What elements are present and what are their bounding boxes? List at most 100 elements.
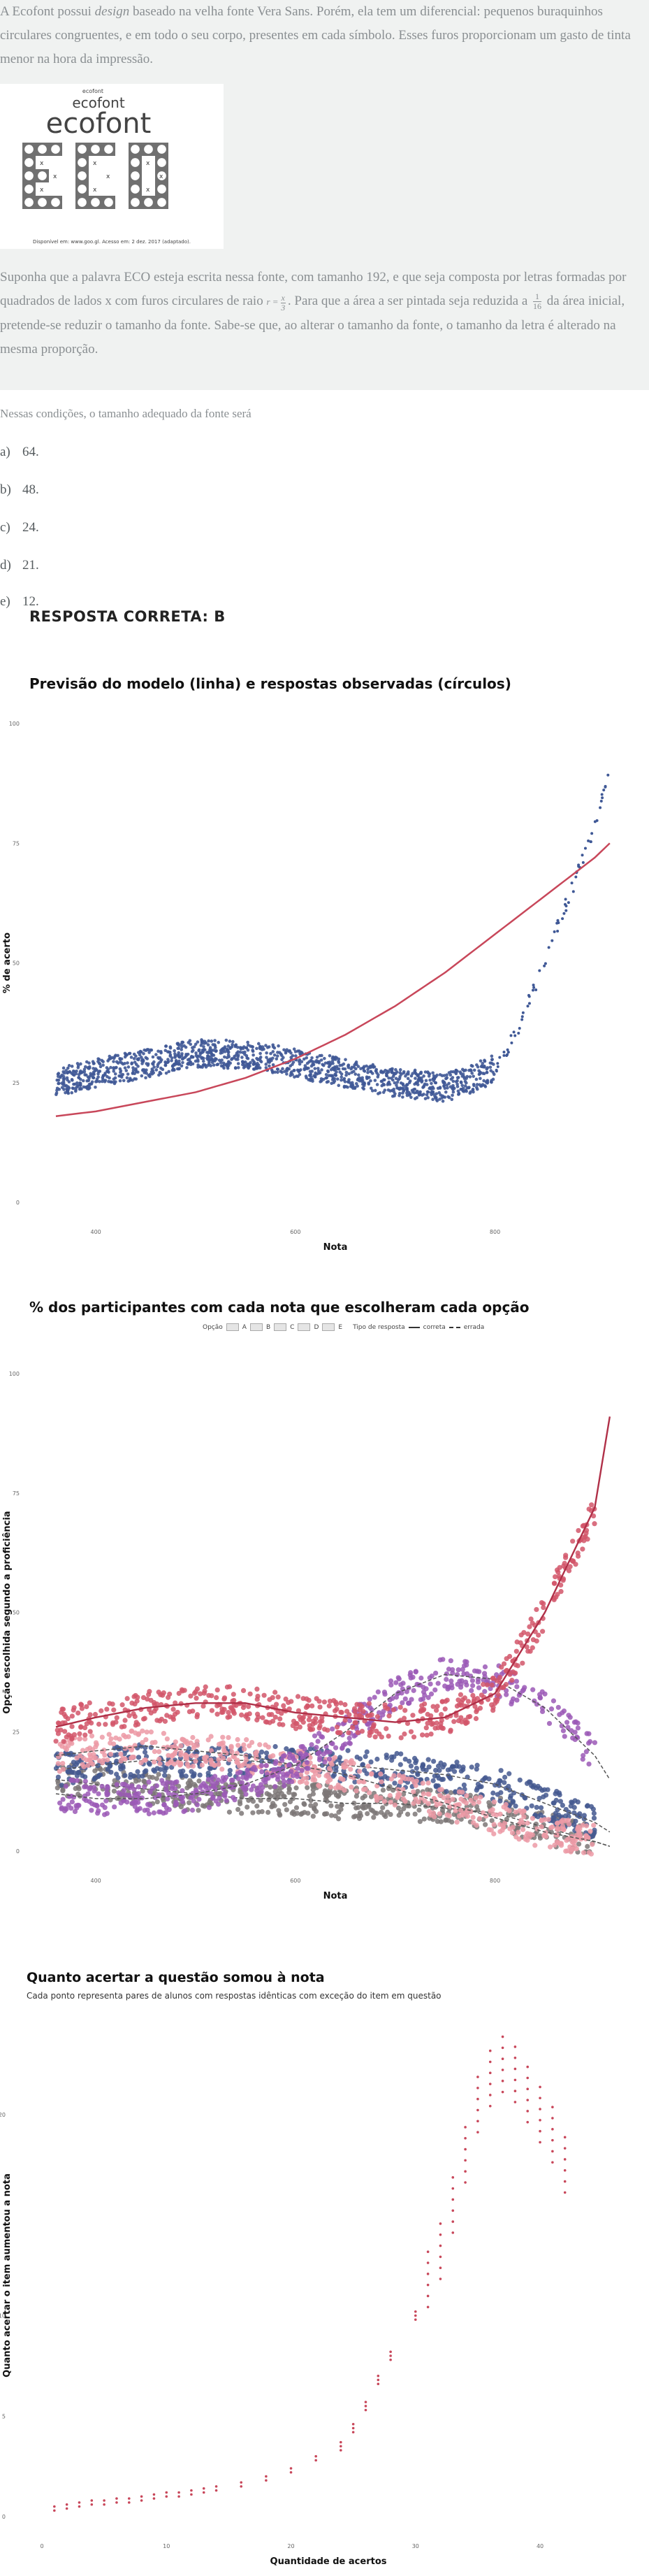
option-point-b (57, 1720, 62, 1727)
observed-point (553, 930, 556, 933)
option-point-d (286, 1762, 292, 1768)
option-e[interactable]: e) 12. (0, 594, 39, 609)
option-point-c (545, 1787, 550, 1792)
option-point-b (501, 1685, 506, 1690)
observed-point (285, 1067, 289, 1071)
observed-point (156, 1049, 160, 1053)
gain-point (364, 2408, 367, 2412)
option-point-e (323, 1794, 330, 1799)
observed-point (341, 1067, 345, 1071)
observed-point (574, 875, 578, 879)
option-line-e (55, 1778, 611, 1847)
option-point-a (381, 1799, 387, 1804)
observed-point (163, 1049, 168, 1053)
option-point-c (490, 1790, 496, 1796)
option-point-d (510, 1696, 516, 1701)
option-point-a (87, 1752, 93, 1757)
observed-point (103, 1079, 107, 1084)
option-point-d (136, 1791, 141, 1797)
option-point-b (256, 1714, 261, 1720)
gain-point (488, 2071, 492, 2075)
option-point-a (473, 1795, 479, 1801)
option-point-e (202, 1804, 207, 1809)
option-a[interactable]: a) 64. (0, 445, 39, 459)
option-point-a (235, 1736, 240, 1743)
observed-point (485, 1070, 489, 1074)
option-point-a (548, 1825, 554, 1831)
option-point-a (220, 1734, 226, 1740)
option-b[interactable]: b) 48. (0, 482, 39, 497)
option-c[interactable]: c) 24. (0, 520, 39, 535)
observed-point (174, 1058, 178, 1063)
observed-point (443, 1081, 446, 1085)
observed-point (316, 1072, 321, 1075)
observed-point (210, 1053, 214, 1057)
observed-point (197, 1048, 201, 1052)
option-point-c (425, 1757, 431, 1762)
option-point-e (371, 1815, 377, 1820)
observed-point (129, 1056, 133, 1059)
option-point-d (469, 1683, 476, 1688)
option-point-a (311, 1774, 316, 1780)
observed-point (506, 1048, 509, 1051)
option-point-b (554, 1567, 560, 1573)
y-tick-label: 75 (13, 840, 20, 847)
observed-point (236, 1058, 240, 1061)
option-point-b (240, 1688, 247, 1693)
observed-point (362, 1087, 366, 1091)
option-point-d (312, 1733, 318, 1739)
option-point-c (179, 1773, 184, 1778)
observed-point (82, 1085, 86, 1089)
option-point-a (231, 1754, 238, 1760)
gain-point (563, 2180, 567, 2183)
option-point-d (542, 1691, 548, 1697)
gain-point (501, 2068, 504, 2071)
option-point-e (308, 1798, 314, 1804)
option-point-d (375, 1689, 381, 1694)
option-point-b (402, 1731, 407, 1737)
option-point-a (454, 1820, 460, 1825)
option-point-d (592, 1740, 598, 1746)
observed-point (216, 1063, 220, 1066)
option-point-d (450, 1667, 455, 1673)
gain-point (351, 2431, 355, 2434)
observed-point (189, 1055, 194, 1059)
x-label: x (106, 173, 110, 180)
observed-point (164, 1071, 168, 1075)
observed-point (451, 1079, 455, 1084)
observed-point (475, 1083, 479, 1086)
option-point-a (247, 1743, 252, 1749)
option-point-a (338, 1776, 344, 1781)
option-point-e (336, 1809, 342, 1815)
option-point-b (135, 1722, 141, 1727)
option-point-e (448, 1790, 453, 1795)
logo-text-big: ecofont (46, 108, 152, 140)
legend-swatch-a (226, 1323, 239, 1331)
chart2-title: % dos participantes com cada nota que es… (29, 1299, 530, 1316)
observed-point (194, 1053, 198, 1058)
observed-point (356, 1073, 360, 1077)
gain-point (513, 2089, 517, 2093)
observed-point (202, 1045, 205, 1049)
observed-point (467, 1086, 471, 1089)
observed-point (451, 1084, 455, 1088)
option-point-b (350, 1725, 356, 1730)
option-d[interactable]: d) 21. (0, 558, 39, 573)
observed-point (335, 1070, 338, 1074)
option-point-e (287, 1799, 293, 1805)
observed-point (547, 946, 550, 949)
observed-point (321, 1077, 326, 1081)
option-point-a (110, 1741, 117, 1747)
eco-hole (131, 185, 140, 194)
option-point-b (566, 1568, 572, 1574)
observed-point (342, 1078, 346, 1082)
option-point-c (474, 1762, 480, 1768)
eco-hole (91, 145, 100, 154)
option-point-c (414, 1765, 419, 1771)
option-point-a (458, 1807, 464, 1813)
option-point-a (521, 1814, 527, 1820)
eco-hole (78, 198, 87, 207)
option-point-b (494, 1699, 499, 1704)
option-point-a (316, 1783, 321, 1788)
option-point-a (178, 1752, 184, 1758)
